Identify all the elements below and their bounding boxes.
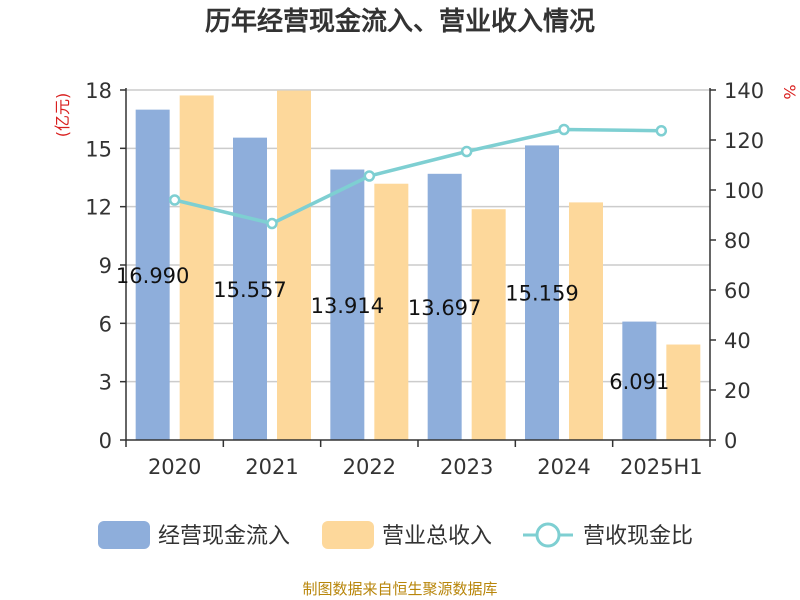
left-tick-label: 3 <box>99 371 112 395</box>
ratio-point-5 <box>655 125 668 137</box>
data-label: 15.557 <box>213 278 286 302</box>
left-tick-label: 18 <box>85 79 112 103</box>
legend-marker <box>535 522 561 548</box>
bar-0-3 <box>427 173 462 441</box>
legend-label-2: 营收现金比 <box>583 524 693 549</box>
x-tick-label: 2024 <box>537 455 590 479</box>
bar-1-4 <box>569 202 603 440</box>
bar-0-4 <box>525 145 559 440</box>
x-tick-label: 2023 <box>440 455 493 479</box>
data-label: 13.914 <box>311 294 384 318</box>
data-label: 6.091 <box>609 370 669 394</box>
axes: 0 3 6 9 12 15 18 0 20 40 60 80 100 120 140 2020 2021 2022… <box>85 79 764 479</box>
bar-1-3 <box>471 209 506 440</box>
bar-0-1 <box>233 137 267 440</box>
x-tick-label: 2022 <box>343 455 396 479</box>
bars <box>135 90 701 441</box>
right-tick-label: 0 <box>724 429 737 453</box>
ratio-point-1 <box>266 217 278 230</box>
right-tick-label: 60 <box>724 279 751 303</box>
bar-1-1 <box>277 90 311 440</box>
x-tick-label: 2025H1 <box>620 455 703 479</box>
x-tick-label: 2020 <box>148 455 201 479</box>
left-axis-unit: (亿元) <box>53 93 72 138</box>
ratio-point-4 <box>558 123 570 136</box>
chart-title: 历年经营现金流入、营业收入情况 <box>205 6 595 37</box>
data-labels: 16.990 15.557 13.914 13.697 15.159 6.091 <box>116 264 669 394</box>
ratio-line-path <box>174 127 662 226</box>
left-tick-label: 0 <box>99 429 112 453</box>
legend-swatch-1 <box>322 521 374 549</box>
source-note: 制图数据来自恒生聚源数据库 <box>302 580 497 598</box>
ratio-point-0 <box>168 194 181 206</box>
legend: 经营现金流入 营业总收入 营收现金比 <box>98 521 693 549</box>
bar-1-5 <box>666 344 701 440</box>
grid-lines <box>126 89 710 383</box>
right-tick-label: 120 <box>724 129 764 153</box>
left-tick-label: 12 <box>85 196 112 220</box>
data-label: 16.990 <box>116 264 189 288</box>
bar-0-5 <box>622 321 657 440</box>
right-tick-label: 100 <box>724 179 764 203</box>
bar-1-2 <box>374 183 409 440</box>
data-label: 15.159 <box>505 282 578 306</box>
legend-label-0: 经营现金流入 <box>158 524 290 549</box>
right-tick-label: 20 <box>724 379 751 403</box>
ratio-point-3 <box>460 145 473 158</box>
right-axis-unit: % <box>780 84 799 99</box>
left-tick-label: 15 <box>85 137 112 161</box>
bar-1-0 <box>179 95 214 440</box>
ratio-line <box>168 123 668 230</box>
data-label: 13.697 <box>408 296 481 320</box>
legend-label-1: 营业总收入 <box>382 524 492 549</box>
ratio-point-2 <box>363 170 376 182</box>
right-tick-label: 80 <box>724 229 751 253</box>
legend-swatch-0 <box>98 521 150 549</box>
left-tick-label: 6 <box>99 312 112 336</box>
left-tick-label: 9 <box>99 254 112 278</box>
x-tick-label: 2021 <box>245 455 298 479</box>
bar-0-2 <box>330 169 365 440</box>
right-tick-label: 140 <box>724 79 764 103</box>
bar-0-0 <box>135 109 170 440</box>
right-tick-label: 40 <box>724 329 751 353</box>
